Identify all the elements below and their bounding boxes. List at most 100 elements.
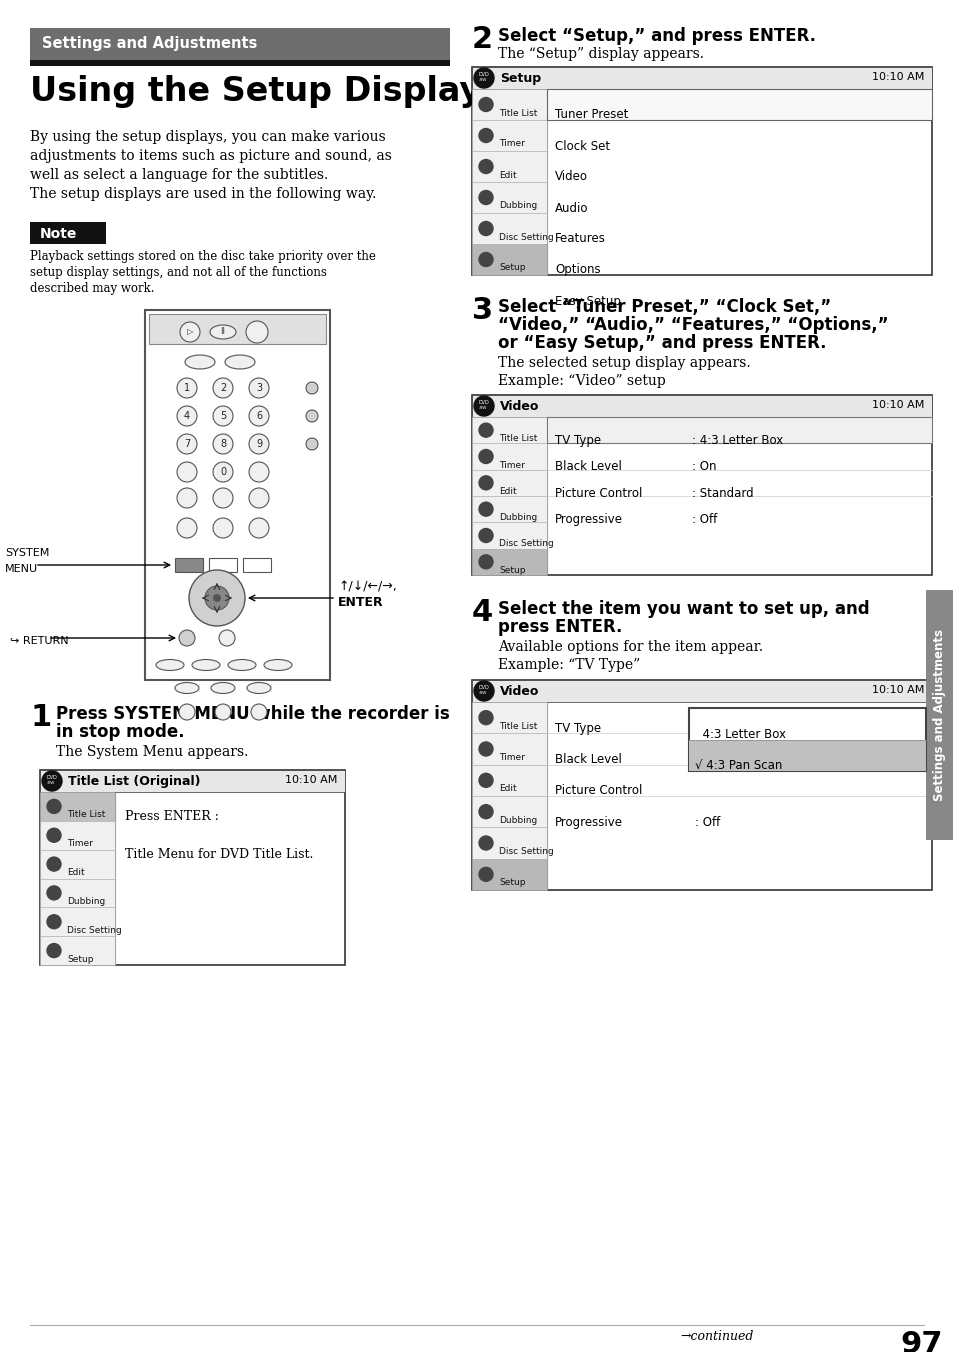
Text: →continued: →continued (679, 1330, 753, 1343)
Text: adjustments to items such as picture and sound, as: adjustments to items such as picture and… (30, 149, 392, 164)
Text: : Off: : Off (691, 514, 717, 526)
Text: Dubbing: Dubbing (498, 815, 537, 825)
Text: 8: 8 (220, 439, 226, 449)
Circle shape (213, 462, 233, 483)
Text: √ 4:3 Pan Scan: √ 4:3 Pan Scan (695, 760, 781, 772)
Circle shape (478, 836, 493, 850)
Circle shape (213, 406, 233, 426)
Circle shape (478, 222, 493, 235)
Bar (546, 89, 931, 120)
Text: described may work.: described may work. (30, 283, 154, 295)
Bar (149, 314, 326, 343)
Text: The setup displays are used in the following way.: The setup displays are used in the follo… (30, 187, 376, 201)
Bar (688, 740, 925, 771)
Circle shape (249, 379, 269, 397)
Text: Video: Video (499, 400, 538, 412)
Text: Disc Setting: Disc Setting (498, 539, 553, 549)
Bar (40, 792, 115, 821)
Text: Title Menu for DVD Title List.: Title Menu for DVD Title List. (125, 848, 313, 861)
Text: 3: 3 (255, 383, 262, 393)
Text: Edit: Edit (67, 868, 85, 877)
Bar (472, 68, 931, 89)
Text: “Video,” “Audio,” “Features,” “Options,”: “Video,” “Audio,” “Features,” “Options,” (497, 316, 887, 334)
Text: The selected setup display appears.: The selected setup display appears. (497, 356, 750, 370)
Bar (30, 28, 450, 59)
Text: 2: 2 (472, 24, 493, 54)
Bar (472, 702, 546, 733)
Circle shape (249, 462, 269, 483)
Circle shape (213, 434, 233, 454)
Bar (472, 469, 546, 496)
Bar (472, 151, 546, 183)
Text: Timer: Timer (67, 840, 92, 848)
Text: Disc Setting: Disc Setting (67, 926, 122, 934)
Bar (472, 496, 546, 522)
Text: Title List: Title List (498, 722, 537, 730)
Circle shape (478, 423, 493, 437)
Bar (472, 89, 546, 120)
Text: 97: 97 (899, 1330, 942, 1352)
Bar (472, 549, 546, 575)
Text: 10:10 AM: 10:10 AM (284, 775, 336, 786)
Text: TV Type: TV Type (555, 434, 600, 448)
Text: Disc Setting: Disc Setting (498, 233, 553, 242)
Bar (472, 443, 546, 469)
Text: The “Setup” display appears.: The “Setup” display appears. (497, 47, 703, 61)
Bar (40, 879, 115, 907)
Bar (472, 416, 546, 443)
Bar (472, 859, 546, 890)
Text: The System Menu appears.: The System Menu appears. (56, 745, 248, 758)
Circle shape (246, 320, 268, 343)
Bar (688, 708, 925, 771)
Text: or “Easy Setup,” and press ENTER.: or “Easy Setup,” and press ENTER. (497, 334, 825, 352)
Ellipse shape (210, 324, 235, 339)
Ellipse shape (174, 683, 199, 694)
Circle shape (478, 97, 493, 111)
Text: 4: 4 (472, 598, 493, 627)
Bar (472, 395, 931, 416)
Circle shape (219, 630, 234, 646)
Text: : Standard: : Standard (691, 487, 753, 500)
Circle shape (478, 711, 493, 725)
Ellipse shape (192, 660, 220, 671)
Bar (40, 821, 115, 849)
Text: : On: : On (691, 461, 716, 473)
Ellipse shape (211, 683, 234, 694)
Text: Example: “TV Type”: Example: “TV Type” (497, 658, 639, 672)
Text: 2: 2 (219, 383, 226, 393)
Text: Example: “Video” setup: Example: “Video” setup (497, 375, 665, 388)
Text: Features: Features (555, 233, 605, 246)
Bar (40, 936, 115, 965)
Circle shape (478, 773, 493, 787)
Bar (472, 183, 546, 214)
Text: DVD: DVD (47, 775, 58, 780)
Ellipse shape (228, 660, 255, 671)
Bar (472, 827, 546, 859)
Circle shape (478, 502, 493, 516)
Text: 1: 1 (30, 703, 51, 731)
Circle shape (306, 410, 317, 422)
Text: 3: 3 (472, 296, 493, 324)
Circle shape (213, 488, 233, 508)
Text: DVD: DVD (478, 685, 489, 690)
Text: Select the item you want to set up, and: Select the item you want to set up, and (497, 600, 869, 618)
Bar (30, 59, 450, 66)
Circle shape (47, 857, 61, 871)
Circle shape (249, 434, 269, 454)
Text: Setup: Setup (498, 879, 525, 887)
Bar (40, 771, 345, 792)
Circle shape (177, 379, 196, 397)
Text: By using the setup displays, you can make various: By using the setup displays, you can mak… (30, 130, 385, 145)
Ellipse shape (185, 356, 214, 369)
Text: Dubbing: Dubbing (498, 514, 537, 522)
Circle shape (214, 704, 231, 721)
Text: Video: Video (555, 170, 587, 184)
Circle shape (47, 915, 61, 929)
Text: 1: 1 (184, 383, 190, 393)
Circle shape (179, 630, 194, 646)
Circle shape (249, 406, 269, 426)
Circle shape (213, 518, 233, 538)
Bar (472, 522, 546, 549)
Bar (40, 771, 345, 965)
Text: Progressive: Progressive (555, 815, 622, 829)
